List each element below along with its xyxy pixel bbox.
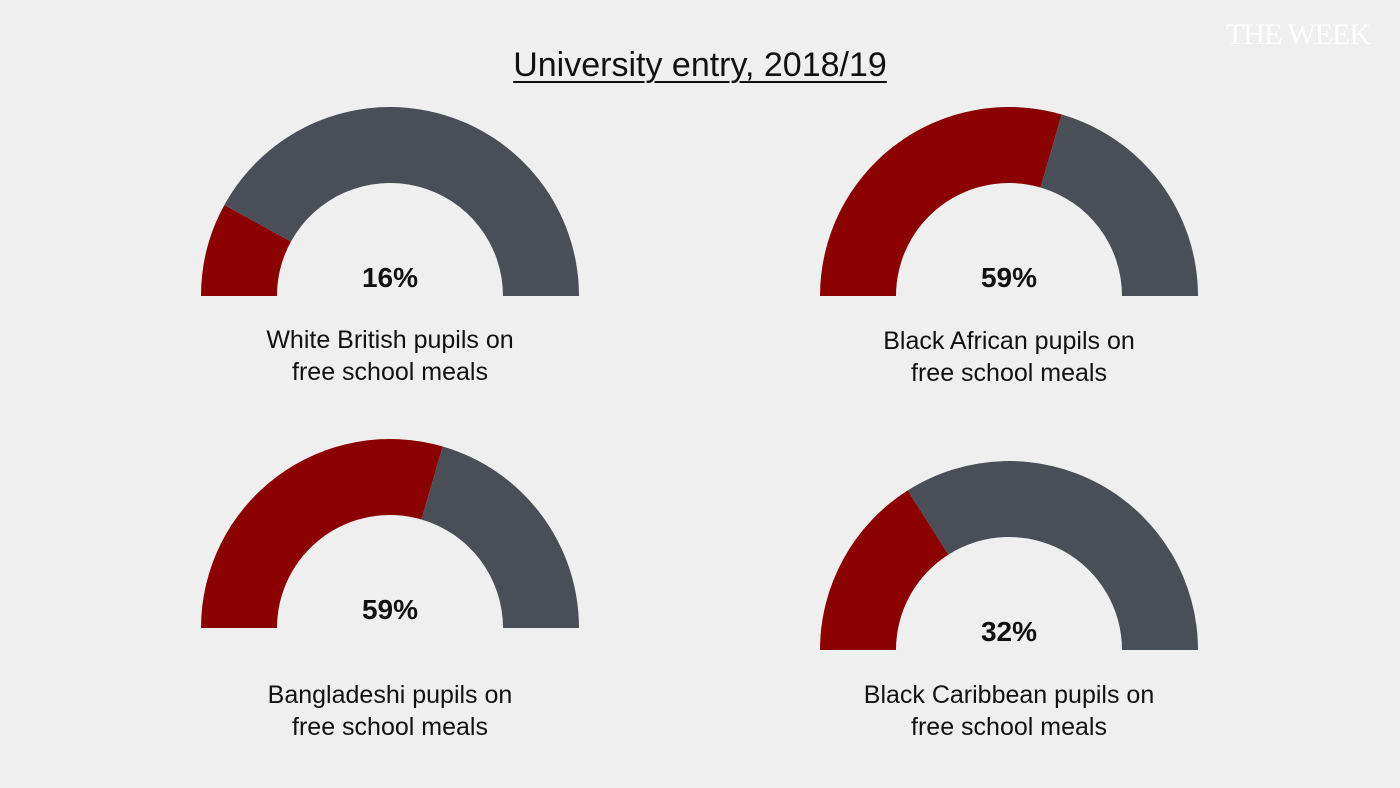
gauge-value-label: 16% (362, 262, 418, 293)
gauge: 59% Bangladeshi pupils on free school meal… (201, 439, 579, 741)
gauge-value-label: 59% (981, 262, 1037, 293)
gauge-value-label: 32% (981, 616, 1037, 647)
gauge-value-arc (820, 490, 949, 650)
gauge-label-line2: free school meals (911, 713, 1107, 741)
chart-title: University entry, 2018/19 (513, 46, 887, 84)
gauge-remainder-arc (224, 106, 579, 297)
gauge-label-line1: Bangladeshi pupils on (268, 681, 513, 709)
gauge-remainder-arc (1040, 114, 1198, 297)
gauge-label-line1: Black Caribbean pupils on (864, 681, 1154, 709)
gauge-value-arc (201, 439, 443, 628)
gauge-value-arc (201, 204, 291, 296)
gauge-label-line2: free school meals (292, 358, 488, 386)
gauge: 32% Black Caribbean pupils on free school … (820, 461, 1198, 741)
gauge: 16% White British pupils on free school me… (201, 106, 579, 386)
gauge: 59% Black African pupils on free school me… (820, 106, 1198, 387)
gauge-label-line1: White British pupils on (266, 326, 513, 354)
gauge-label-line2: free school meals (292, 713, 488, 741)
gauge-value-label: 59% (362, 594, 418, 625)
brand-logo: THE WEEK (1226, 18, 1371, 51)
gauge-remainder-arc (907, 461, 1198, 650)
gauge-remainder-arc (421, 446, 579, 628)
gauge-value-arc (820, 106, 1062, 296)
gauge-label-line2: free school meals (911, 359, 1107, 387)
gauge-label-line1: Black African pupils on (883, 327, 1135, 355)
